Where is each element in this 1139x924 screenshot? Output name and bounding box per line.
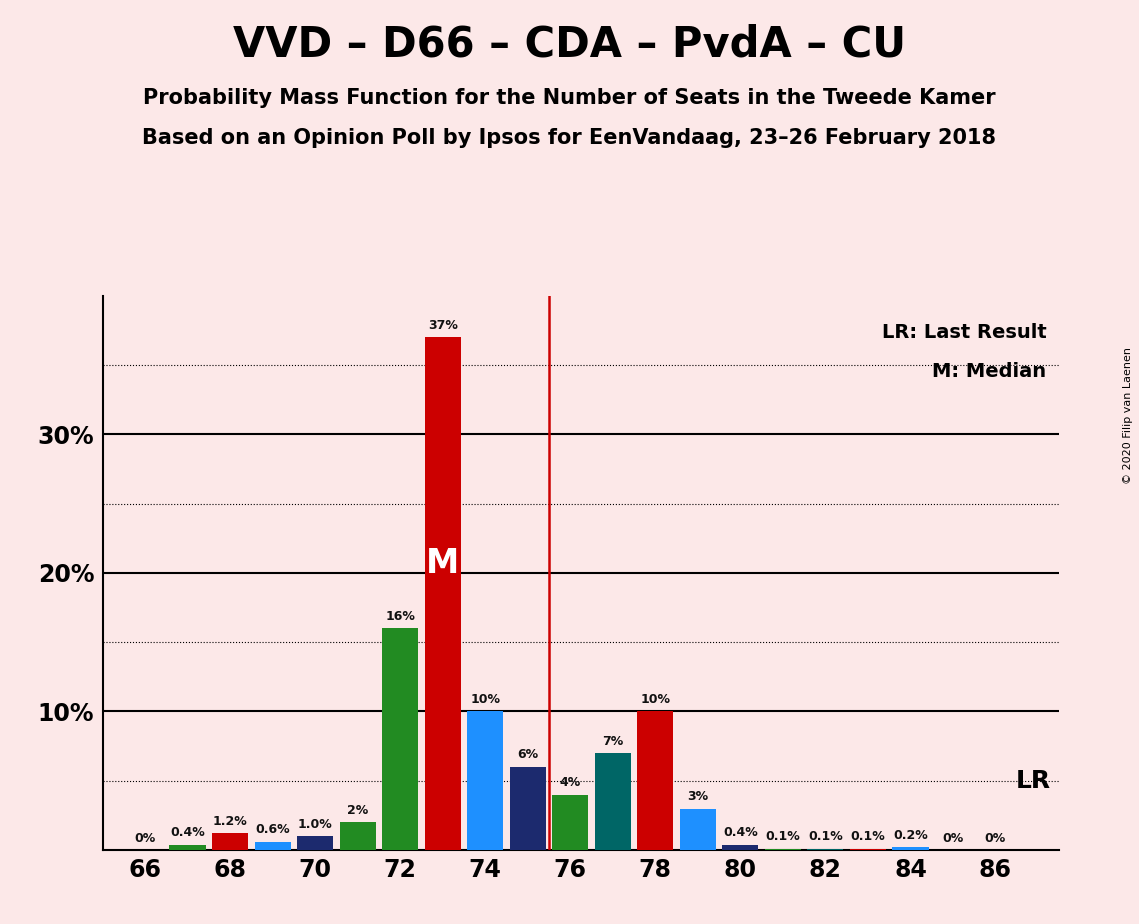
Bar	[680, 808, 716, 850]
Bar	[212, 833, 248, 850]
Bar	[254, 842, 290, 850]
Bar	[850, 848, 886, 850]
Text: 1.0%: 1.0%	[297, 818, 333, 831]
Bar	[339, 822, 376, 850]
Text: LR: LR	[1016, 769, 1051, 793]
Text: M: M	[426, 547, 459, 580]
Text: 0.1%: 0.1%	[765, 830, 801, 843]
Text: 0.4%: 0.4%	[723, 826, 757, 839]
Text: 6%: 6%	[517, 748, 539, 761]
Text: 0.4%: 0.4%	[170, 826, 205, 839]
Bar	[425, 337, 461, 850]
Bar	[552, 795, 589, 850]
Text: 0%: 0%	[134, 832, 156, 845]
Text: 1.2%: 1.2%	[213, 815, 247, 828]
Text: © 2020 Filip van Laenen: © 2020 Filip van Laenen	[1123, 347, 1133, 484]
Text: 10%: 10%	[640, 693, 671, 706]
Text: 0.1%: 0.1%	[851, 830, 885, 843]
Text: 10%: 10%	[470, 693, 500, 706]
Text: Based on an Opinion Poll by Ipsos for EenVandaag, 23–26 February 2018: Based on an Opinion Poll by Ipsos for Ee…	[142, 128, 997, 148]
Text: 0.6%: 0.6%	[255, 823, 290, 836]
Bar	[595, 753, 631, 850]
Text: Probability Mass Function for the Number of Seats in the Tweede Kamer: Probability Mass Function for the Number…	[144, 88, 995, 108]
Text: 0%: 0%	[942, 832, 964, 845]
Text: VVD – D66 – CDA – PvdA – CU: VVD – D66 – CDA – PvdA – CU	[233, 23, 906, 65]
Text: 0.2%: 0.2%	[893, 829, 928, 842]
Text: 0.1%: 0.1%	[808, 830, 843, 843]
Bar	[808, 848, 844, 850]
Text: 2%: 2%	[347, 804, 368, 817]
Bar	[467, 711, 503, 850]
Text: 37%: 37%	[428, 319, 458, 332]
Bar	[764, 848, 801, 850]
Bar	[637, 711, 673, 850]
Bar	[722, 845, 759, 850]
Text: 3%: 3%	[687, 790, 708, 803]
Bar	[382, 628, 418, 850]
Text: 16%: 16%	[385, 610, 415, 623]
Bar	[297, 836, 334, 850]
Text: LR: Last Result: LR: Last Result	[882, 323, 1047, 343]
Text: 7%: 7%	[603, 735, 623, 748]
Text: M: Median: M: Median	[933, 362, 1047, 382]
Bar	[170, 845, 206, 850]
Bar	[892, 847, 928, 850]
Bar	[509, 767, 546, 850]
Text: 0%: 0%	[985, 832, 1006, 845]
Text: 4%: 4%	[559, 776, 581, 789]
